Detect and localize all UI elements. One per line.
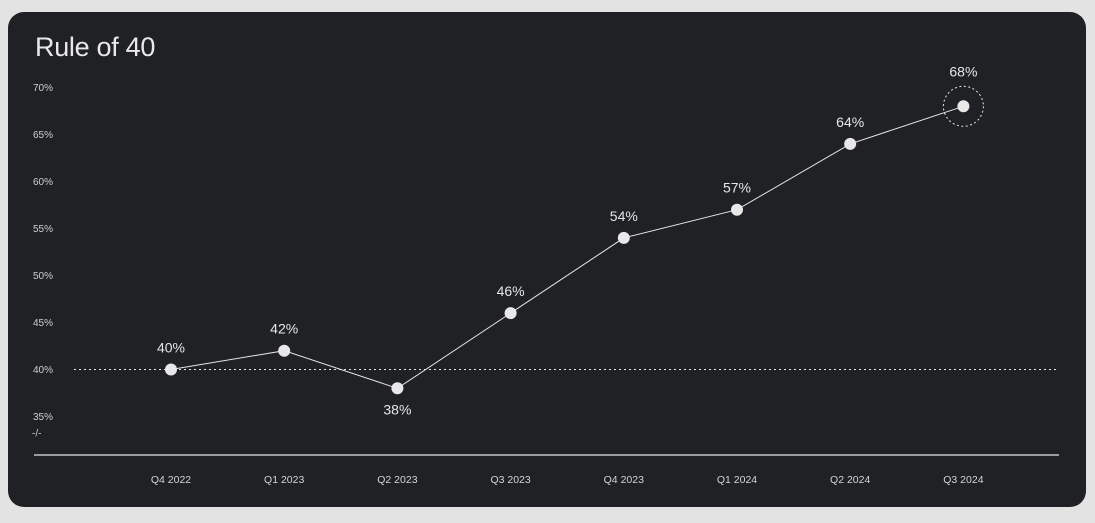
data-point [165,363,177,376]
highlight-ring-circle [942,85,984,127]
y-axis-ticks: 70% 65% 60% 55% 50% 45% 40% 35% [33,83,53,423]
data-point [957,100,970,113]
data-point [844,137,857,150]
y-tick-label: 65% [33,130,53,141]
y-tick-label: 70% [33,83,53,94]
x-tick-label: Q3 2023 [490,474,530,486]
y-tick-label: 40% [33,365,53,376]
x-tick-label: Q4 2023 [604,474,644,486]
data-label: 46% [497,283,525,299]
data-point [504,307,517,320]
data-points [165,100,970,395]
y-tick-label: 45% [33,318,53,329]
data-labels: 40% 42% 38% 46% 54% 57% 64% 68% [157,63,977,417]
data-point [731,203,743,216]
axis-break-symbol: -/- [32,429,41,440]
x-tick-label: Q3 2024 [943,474,983,486]
series-line [170,105,964,389]
x-tick-label: Q2 2023 [377,474,417,486]
data-label: 40% [157,340,185,356]
data-point [278,344,291,357]
data-label: 42% [270,321,298,337]
data-label: 64% [836,114,864,130]
y-tick-label: 60% [33,177,53,188]
y-tick-label: 50% [33,271,53,282]
x-tick-label: Q2 2024 [830,474,870,486]
data-point [617,231,630,244]
y-tick-label: 35% [33,412,53,423]
data-label: 54% [610,208,638,224]
y-tick-label: 55% [33,224,53,235]
x-tick-label: Q1 2024 [717,474,757,486]
chart-card: Rule of 40 70% 65% 60% 55% 50% 45% 40% 35% -/- … [8,12,1086,507]
line-chart: 70% 65% 60% 55% 50% 45% 40% 35% -/- Q4 2022 Q1 2… [32,63,1059,486]
x-axis-ticks: Q4 2022 Q1 2023 Q2 2023 Q3 2023 Q4 2023 Q1 20… [151,474,984,486]
data-label: 68% [949,63,977,79]
x-tick-label: Q1 2023 [264,474,304,486]
data-label: 38% [383,401,411,417]
data-point [391,382,404,395]
data-label: 57% [723,180,751,196]
x-tick-label: Q4 2022 [151,474,191,486]
highlight-ring [942,85,984,127]
chart-title: Rule of 40 [35,32,156,62]
